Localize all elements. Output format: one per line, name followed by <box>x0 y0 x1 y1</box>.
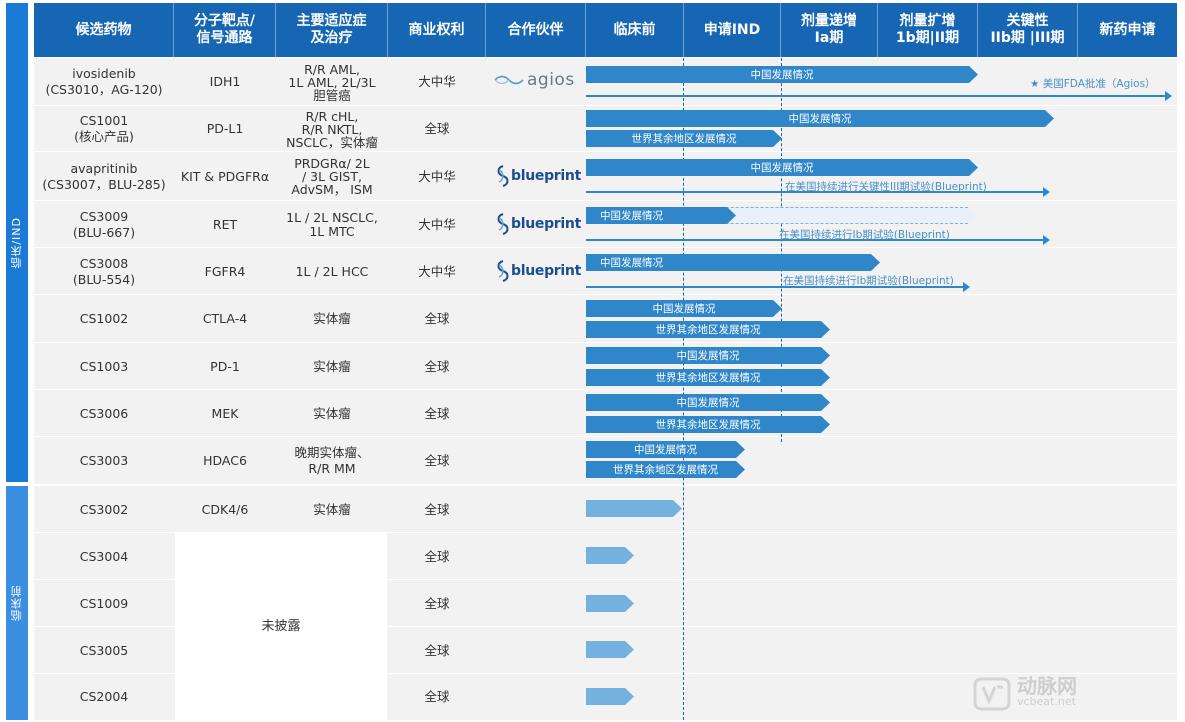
target: CTLA-4 <box>202 311 248 326</box>
rights: 大中华 <box>418 263 456 279</box>
us-trial-label: 在美国持续进行Ib期试验(Blueprint) <box>779 229 950 241</box>
header-phase-1a: 剂量递增 Ia期 <box>781 3 878 57</box>
drug-name: CS1009 <box>79 595 129 611</box>
indication: 实体瘤 <box>313 358 351 374</box>
indication: 实体瘤 <box>313 311 351 326</box>
progress-line-us <box>586 235 1050 245</box>
header-drug: 候选药物 <box>34 3 174 57</box>
stage-divider <box>781 58 782 442</box>
target: PD-L1 <box>206 121 244 136</box>
rights: 全球 <box>424 689 450 704</box>
target: RET <box>212 216 238 232</box>
rights: 全球 <box>424 311 450 326</box>
undisclosed-cell: 未披露 <box>175 533 387 720</box>
drug-name: CS3003 <box>79 452 129 468</box>
us-trial-label: 在美国持续进行Ib期试验(Blueprint) <box>783 275 954 287</box>
header-indication: 主要适应症 及治疗 <box>276 3 388 57</box>
target: FGFR4 <box>204 263 246 279</box>
rights: 大中华 <box>418 74 456 89</box>
rights: 大中华 <box>418 216 456 232</box>
progress-bar-row: 世界其余地区发展情况 <box>586 321 830 338</box>
progress-bar-china: 中国发展情况 <box>586 300 782 317</box>
indication: PRDGRα/ 2L / 3L GIST, AdvSM， ISM <box>291 156 373 197</box>
drug-name: CS2004 <box>79 689 129 704</box>
us-trial-label: 在美国持续进行关键性III期试验(Blueprint) <box>785 181 987 193</box>
indication: 1L / 2L NSCLC, 1L MTC <box>286 209 378 239</box>
progress-line-us <box>586 187 1050 197</box>
fda-approval-label: ★ 美国FDA批准（Agios） <box>1030 78 1156 90</box>
target: PD-1 <box>210 358 240 374</box>
progress-bar-china: 中国发展情况 <box>586 66 978 83</box>
drug-name: CS1003 <box>79 358 129 374</box>
rights: 大中华 <box>418 168 456 184</box>
target: KIT & PDGFRα <box>180 168 270 184</box>
target: MEK <box>211 405 239 421</box>
progress-bar <box>586 641 634 658</box>
indication: R/R cHL, R/R NKTL, NSCLC，实体瘤 <box>286 108 378 150</box>
drug-name: CS3004 <box>79 548 129 564</box>
rights: 全球 <box>424 595 450 611</box>
progress-bar-china: 中国发展情况 <box>586 347 830 364</box>
target: HDAC6 <box>203 452 247 468</box>
progress-bar-china: 中国发展情况 <box>586 441 745 458</box>
progress-line-us <box>586 282 970 292</box>
indication: R/R AML, 1L AML, 2L/3L 胆管癌 <box>288 61 376 103</box>
agios-logo: agios <box>494 70 575 90</box>
progress-bar-china: 中国发展情况 <box>586 394 830 411</box>
target: IDH1 <box>209 74 241 89</box>
rights: 全球 <box>424 642 450 658</box>
progress-bar-china: 中国发展情况 <box>586 207 736 224</box>
side-label-preclinical: 临床前 <box>6 486 28 720</box>
progress-line-us <box>586 91 1172 101</box>
progress-bar-row: 世界其余地区发展情况 <box>586 416 830 433</box>
progress-bar <box>586 547 634 564</box>
progress-bar-china: 中国发展情况 <box>586 159 978 176</box>
progress-bar-china: 中国发展情况 <box>586 110 1054 127</box>
rights: 全球 <box>424 548 450 564</box>
drug-name: CS3006 <box>79 405 129 421</box>
indication: 实体瘤 <box>313 405 351 421</box>
progress-bar <box>586 595 634 612</box>
rights: 全球 <box>424 358 450 374</box>
drug-name: CS3009 (BLU-667) <box>72 208 136 240</box>
indication: 1L / 2L HCC <box>295 263 369 279</box>
header-ind: 申请IND <box>684 3 781 57</box>
stage-divider <box>683 58 684 720</box>
progress-bar <box>586 688 634 705</box>
progress-bar <box>586 500 682 517</box>
watermark-logo-icon <box>973 677 1011 711</box>
table-header <box>34 3 1177 57</box>
blueprint-logo: blueprint <box>495 212 581 236</box>
blueprint-logo: blueprint <box>495 259 581 283</box>
header-phase-3: 关键性 IIb期 |III期 <box>978 3 1078 57</box>
header-phase-1b-2: 剂量扩增 1b期|II期 <box>878 3 978 57</box>
rights: 全球 <box>424 452 450 468</box>
drug-name: CS3008 (BLU-554) <box>72 255 136 287</box>
side-label-clinical: 临床/IND <box>6 3 28 482</box>
rights: 全球 <box>424 121 450 136</box>
progress-bar-china: 中国发展情况 <box>586 254 880 271</box>
progress-bar-row: 世界其余地区发展情况 <box>586 369 830 386</box>
header-target: 分子靶点/ 信号通路 <box>174 3 276 57</box>
drug-name: CS3002 <box>79 501 129 517</box>
drug-name: CS3005 <box>79 642 129 658</box>
header-preclinical: 临床前 <box>586 3 684 57</box>
rights: 全球 <box>424 501 450 517</box>
header-rights: 商业权利 <box>388 3 486 57</box>
rights: 全球 <box>424 405 450 421</box>
blueprint-logo: blueprint <box>495 164 581 188</box>
indication: 实体瘤 <box>313 501 351 517</box>
indication: 晚期实体瘤、 R/R MM <box>294 444 370 476</box>
header-nda: 新药申请 <box>1099 21 1156 38</box>
watermark: 动脉网 vcbeat.net <box>973 674 1163 714</box>
drug-name: CS1002 <box>79 311 129 326</box>
drug-name: avapritinib (CS3007，BLU-285) <box>42 160 166 192</box>
progress-bar-row: 世界其余地区发展情况 <box>586 461 745 478</box>
header-partner: 合作伙伴 <box>486 3 586 57</box>
drug-name: CS1001 (核心产品) <box>74 113 134 144</box>
drug-name: ivosidenib (CS3010，AG-120) <box>45 66 163 97</box>
progress-bar-row: 世界其余地区发展情况 <box>586 130 782 147</box>
target: CDK4/6 <box>201 501 249 517</box>
